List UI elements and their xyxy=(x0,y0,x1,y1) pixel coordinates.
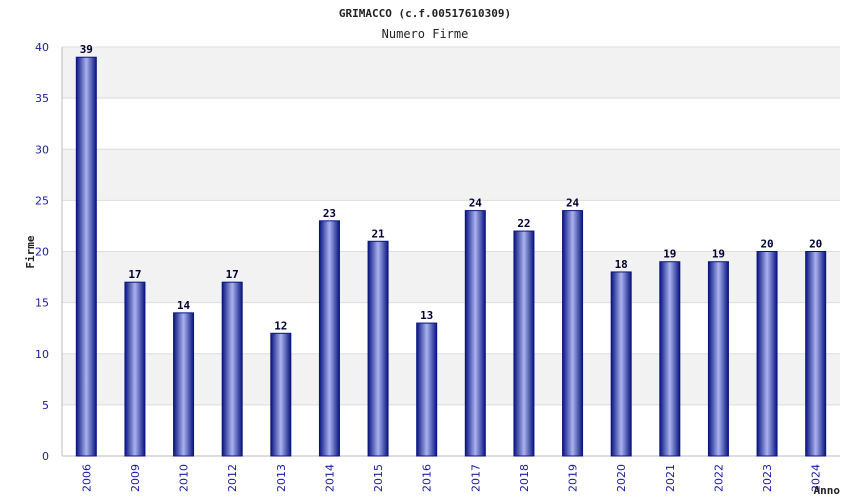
grid-band xyxy=(62,47,840,99)
data-label-2015: 21 xyxy=(371,227,385,240)
data-label-2006: 39 xyxy=(80,43,93,56)
x-axis-label: Anno xyxy=(814,484,841,497)
bar-2010 xyxy=(173,312,195,457)
bars xyxy=(75,56,827,457)
y-tick-label: 20 xyxy=(35,246,49,259)
data-labels: 39 17 14 17 12 23 21 13 24 22 24 18 19 19 20 20 xyxy=(80,43,823,332)
y-tick-label: 0 xyxy=(42,450,49,463)
y-tick-label: 30 xyxy=(35,143,49,156)
y-tick-label: 10 xyxy=(35,348,49,361)
x-tick-label-2020: 2020 xyxy=(615,464,628,492)
bar-2020 xyxy=(610,271,632,457)
y-axis-label: Firme xyxy=(24,235,37,268)
x-tick-labels: 2006 2009 2010 2012 2013 2014 2015 2016 2017 2018… xyxy=(80,464,822,492)
bar-2017 xyxy=(464,210,486,457)
bar-2016 xyxy=(416,322,438,457)
x-tick-label-2016: 2016 xyxy=(421,464,434,492)
x-tick-label-2014: 2014 xyxy=(323,464,336,492)
x-tick-label-2018: 2018 xyxy=(518,464,531,492)
x-tick-label-2006: 2006 xyxy=(80,464,93,492)
data-label-2009: 17 xyxy=(128,268,141,281)
grid-band xyxy=(62,149,840,201)
y-tick-label: 25 xyxy=(35,194,49,207)
bar-2024 xyxy=(805,251,827,457)
data-label-2020: 18 xyxy=(615,258,628,271)
bar-2014 xyxy=(318,220,340,457)
y-tick-label: 35 xyxy=(35,92,49,105)
y-tick-label: 5 xyxy=(42,399,49,412)
data-label-2018: 22 xyxy=(517,217,530,230)
x-tick-label-2012: 2012 xyxy=(226,464,239,492)
x-tick-label-2024: 2024 xyxy=(810,464,823,492)
bar-2015 xyxy=(367,240,389,457)
data-label-2023: 20 xyxy=(760,238,773,251)
bar-2019 xyxy=(562,210,584,457)
x-tick-label-2017: 2017 xyxy=(469,464,482,492)
x-tick-label-2023: 2023 xyxy=(761,464,774,492)
data-label-2019: 24 xyxy=(566,197,580,210)
x-tick-label-2022: 2022 xyxy=(712,464,725,492)
x-tick-label-2013: 2013 xyxy=(275,464,288,492)
data-label-2014: 23 xyxy=(323,207,336,220)
y-tick-labels: 0 5 10 15 20 25 30 35 40 xyxy=(35,41,49,463)
y-tick-label: 15 xyxy=(35,297,49,310)
bar-2006 xyxy=(75,56,97,457)
data-label-2024: 20 xyxy=(809,238,822,251)
data-label-2012: 17 xyxy=(226,268,239,281)
x-tick-label-2019: 2019 xyxy=(567,464,580,492)
chart-title: GRIMACCO (c.f.00517610309) xyxy=(339,7,511,20)
x-tick-label-2015: 2015 xyxy=(372,464,385,492)
x-tick-label-2021: 2021 xyxy=(664,464,677,492)
bar-2013 xyxy=(270,332,292,457)
data-label-2022: 19 xyxy=(712,248,725,261)
bar-2023 xyxy=(756,251,778,457)
chart-subtitle: Numero Firme xyxy=(382,27,469,41)
data-label-2016: 13 xyxy=(420,309,433,322)
bar-2021 xyxy=(659,261,681,457)
x-tick-label-2010: 2010 xyxy=(178,464,191,492)
data-label-2013: 12 xyxy=(274,319,287,332)
x-tick-label-2009: 2009 xyxy=(129,464,142,492)
data-label-2017: 24 xyxy=(469,197,483,210)
data-label-2010: 14 xyxy=(177,299,191,312)
bar-2018 xyxy=(513,230,535,457)
bar-2022 xyxy=(707,261,729,457)
bar-2009 xyxy=(124,281,146,457)
bar-2012 xyxy=(221,281,243,457)
data-label-2021: 19 xyxy=(663,248,676,261)
y-tick-label: 40 xyxy=(35,41,49,54)
